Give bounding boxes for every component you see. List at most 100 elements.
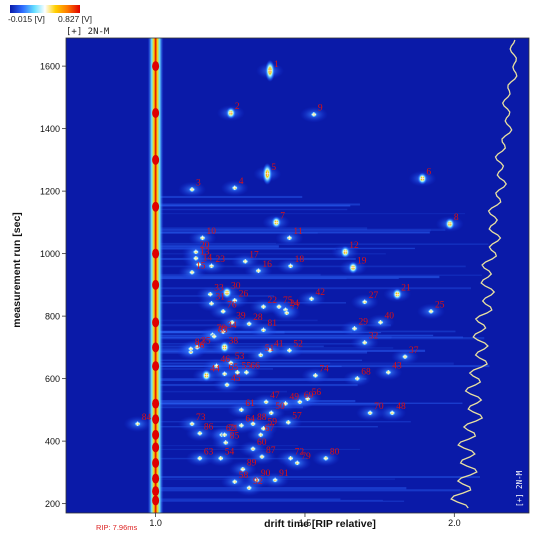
peak-label: 85 — [230, 432, 240, 442]
peak-spot — [207, 300, 216, 307]
colorbar-gradient — [10, 5, 80, 13]
peak-spot — [392, 288, 403, 301]
peak-spot — [201, 369, 212, 382]
peak-spot — [192, 249, 200, 256]
peak-marker: + — [189, 267, 194, 277]
peak-spot — [192, 255, 200, 262]
spectrum-trace — [450, 39, 518, 509]
peak-marker: + — [232, 477, 237, 487]
peak-marker: + — [189, 185, 194, 195]
peak-label: 12 — [349, 241, 359, 251]
mode-label: [+] 2N-M — [66, 27, 110, 37]
peak-marker: + — [311, 110, 316, 120]
peak-label: 92 — [253, 477, 263, 487]
peak-marker: + — [272, 475, 277, 485]
peak-marker: + — [283, 305, 288, 315]
peak-label: 37 — [409, 346, 419, 356]
peak-marker: + — [239, 421, 244, 431]
peak-spot — [259, 327, 268, 334]
streak — [155, 401, 285, 404]
streak — [155, 487, 407, 490]
peak-marker: + — [193, 253, 198, 263]
peak-spot — [212, 363, 221, 370]
peak-spot — [376, 319, 385, 326]
colorbar-max-label: 0.827 [V] — [58, 14, 92, 24]
plot-frame — [65, 37, 530, 514]
peak-label: 41 — [274, 340, 284, 350]
peak-label: 59 — [267, 418, 277, 428]
peak-marker: + — [229, 317, 234, 327]
peak-spot — [231, 478, 239, 485]
x-axis-label: drift time [RIP relative] — [264, 518, 376, 530]
rip-blob — [152, 414, 160, 425]
x-tick-label: 2.0 — [448, 518, 461, 528]
peak-label: 21 — [401, 283, 411, 293]
peak-label: 3 — [196, 179, 201, 189]
peak-label: 9 — [318, 104, 323, 114]
peak-label: 25 — [435, 300, 445, 310]
peak-label: 61 — [245, 399, 255, 409]
rip-blobs — [152, 61, 160, 506]
peak-label: 83 — [218, 325, 228, 335]
peak-label: 76 — [227, 300, 237, 310]
peak-marker: + — [209, 299, 214, 309]
peak-label: 29 — [359, 318, 369, 328]
streak — [155, 378, 367, 380]
peak-label: 62 — [226, 424, 236, 434]
peak-marker: + — [235, 367, 240, 377]
peak-marker: + — [220, 306, 225, 316]
peak-marker: + — [287, 346, 292, 356]
peak-marker: + — [189, 419, 194, 429]
streak — [155, 402, 303, 405]
peak-spot — [249, 445, 257, 452]
rip-blob — [152, 473, 160, 484]
peak-marker: + — [402, 352, 407, 362]
peak-label: 79 — [301, 452, 311, 462]
peak-spot — [417, 172, 428, 185]
streak — [155, 330, 456, 333]
peak-spot — [284, 419, 292, 426]
rip-blob — [152, 279, 160, 290]
peak-marker: + — [267, 66, 272, 76]
rip-blob — [152, 342, 160, 353]
peak-label: 2 — [235, 102, 240, 112]
peak-spot — [225, 107, 236, 119]
x-tick-label: 1.5 — [299, 518, 312, 528]
peak-label: 66 — [250, 361, 260, 371]
peak-marker: + — [352, 324, 357, 334]
peak-marker: + — [378, 317, 383, 327]
peak-marker: + — [223, 438, 228, 448]
peak-spot — [287, 263, 295, 270]
peak-marker: + — [220, 327, 225, 337]
peak-spot — [219, 341, 230, 354]
peak-marker: + — [240, 464, 245, 474]
peak-label: 47 — [270, 391, 280, 401]
rip-blob — [152, 361, 160, 372]
peak-spot — [361, 339, 369, 346]
peak-label: 20 — [200, 241, 210, 251]
streak — [155, 476, 481, 478]
peak-marker: + — [350, 263, 355, 273]
heatmap-layer: +++ ++ ++ +++ +++++ ++ + ++++++ ++ ++ ++++++++ +++ +… — [123, 38, 518, 513]
peak-label: 36 — [195, 341, 205, 351]
peak-marker: + — [232, 296, 237, 306]
peak-marker: + — [264, 397, 269, 407]
peak-label: 64 — [245, 415, 255, 425]
streak — [155, 489, 461, 492]
peak-label: 67 — [265, 424, 275, 434]
peak-marker: + — [204, 371, 209, 381]
peak-label: 46 — [221, 355, 231, 365]
peak-spot — [271, 216, 282, 229]
peak-label: 78 — [217, 324, 227, 334]
peak-label: 74 — [319, 365, 329, 375]
peak-spot — [262, 399, 270, 406]
peak-spot — [239, 466, 247, 473]
y-tick-label: 800 — [45, 312, 60, 322]
streak — [155, 302, 347, 304]
peak-marker: + — [283, 399, 288, 409]
peak-marker: + — [395, 289, 400, 299]
peak-spot — [193, 344, 201, 351]
rip-blob — [152, 429, 160, 440]
x-tick-label: 1.0 — [149, 518, 162, 528]
streak — [155, 208, 348, 211]
